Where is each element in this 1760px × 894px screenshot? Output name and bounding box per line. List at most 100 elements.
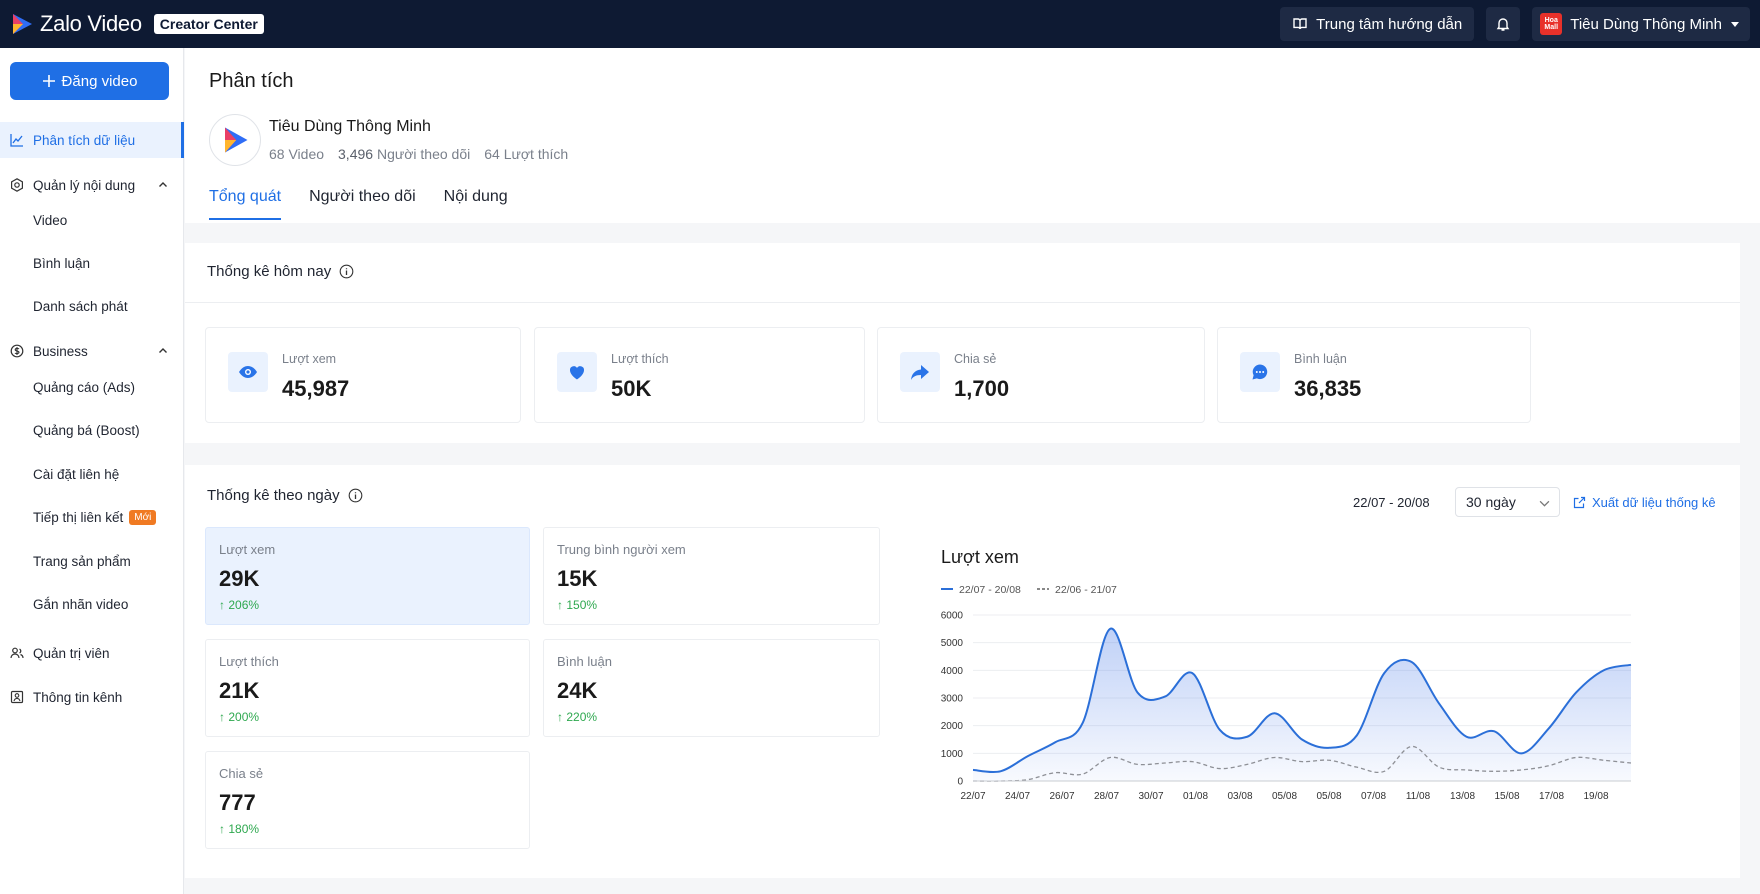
zalo-video-logo[interactable]: Zalo Video Creator Center bbox=[10, 11, 264, 37]
sidebar-sub-product-page[interactable]: Trang sản phẩm bbox=[33, 554, 131, 569]
user-avatar: Hoa Mall bbox=[1540, 13, 1563, 35]
x-tick-label: 05/08 bbox=[1272, 791, 1297, 802]
period-value: 30 ngày bbox=[1466, 494, 1516, 510]
metric-change-value: 200% bbox=[228, 710, 260, 724]
x-tick-label: 15/08 bbox=[1494, 791, 1519, 802]
metric-value: 24K bbox=[557, 678, 598, 703]
daily-stats-card: Thống kê theo ngày 22/07 - 20/08 30 ngày… bbox=[185, 465, 1740, 878]
sidebar-item-channel-info[interactable]: Thông tin kênh bbox=[0, 679, 184, 715]
x-tick-label: 24/07 bbox=[1005, 791, 1030, 802]
tab-followers[interactable]: Người theo dõi bbox=[309, 188, 416, 205]
sidebar-sub-playlists[interactable]: Danh sách phát bbox=[33, 299, 128, 314]
stat-likes: Lượt thích 50K bbox=[534, 327, 865, 423]
metric-card-views[interactable]: Lượt xem 29K ↑ 206% bbox=[205, 527, 530, 625]
x-tick-label: 03/08 bbox=[1227, 791, 1252, 802]
page-title: Phân tích bbox=[209, 70, 294, 92]
follower-count: 3,496 Người theo dõi bbox=[338, 146, 470, 162]
stat-label: Lượt xem bbox=[282, 352, 337, 366]
today-stats-card: Thống kê hôm nay Lượt xem 45,987 Lượt th… bbox=[185, 243, 1740, 443]
share-icon bbox=[911, 365, 929, 380]
metric-card-comments[interactable]: Bình luận 24K ↑ 220% bbox=[543, 639, 880, 737]
sidebar-item-business[interactable]: Business bbox=[0, 333, 184, 369]
metric-change-value: 220% bbox=[566, 710, 598, 724]
y-tick-label: 2000 bbox=[941, 721, 964, 732]
book-icon bbox=[1293, 18, 1307, 30]
metric-change-value: 180% bbox=[228, 822, 260, 836]
x-tick-label: 26/07 bbox=[1049, 791, 1074, 802]
notification-button[interactable] bbox=[1486, 7, 1521, 41]
period-select[interactable]: 30 ngày bbox=[1455, 487, 1560, 517]
main-content: Phân tích Tiêu Dùng Thông Minh 68 Video … bbox=[185, 48, 1760, 894]
chart-title: Lượt xem bbox=[941, 547, 1019, 567]
metric-card-likes[interactable]: Lượt thích 21K ↑ 200% bbox=[205, 639, 530, 737]
chevron-down-icon bbox=[1539, 500, 1550, 507]
metric-change: ↑ 220% bbox=[557, 710, 598, 724]
new-badge: Mới bbox=[129, 510, 157, 525]
help-center-button[interactable]: Trung tâm hướng dẫn bbox=[1280, 7, 1475, 41]
channel-name: Tiêu Dùng Thông Minh bbox=[269, 118, 431, 135]
user-menu-button[interactable]: Hoa Mall Tiêu Dùng Thông Minh bbox=[1532, 7, 1750, 41]
dollar-icon bbox=[10, 344, 24, 358]
y-tick-label: 6000 bbox=[941, 611, 964, 622]
metric-change: ↑ 206% bbox=[219, 598, 260, 612]
export-data-link[interactable]: Xuất dữ liệu thống kê bbox=[1573, 495, 1716, 510]
sidebar-sub-comments[interactable]: Bình luận bbox=[33, 256, 91, 271]
y-tick-label: 1000 bbox=[941, 749, 964, 760]
sidebar: Đăng video Phân tích dữ liệu Quản lý nội… bbox=[0, 48, 184, 894]
info-icon[interactable] bbox=[339, 264, 354, 279]
x-tick-label: 28/07 bbox=[1094, 791, 1119, 802]
metric-change: ↑ 150% bbox=[557, 598, 598, 612]
metric-change: ↑ 200% bbox=[219, 710, 260, 724]
metric-value: 777 bbox=[219, 790, 256, 815]
sidebar-item-admins[interactable]: Quản trị viên bbox=[0, 635, 184, 671]
follower-label: Người theo dõi bbox=[376, 146, 471, 162]
upload-video-button[interactable]: Đăng video bbox=[10, 62, 169, 100]
sidebar-sub-affiliate[interactable]: Tiếp thị liên kết Mới bbox=[33, 510, 157, 525]
stat-label: Lượt thích bbox=[611, 352, 669, 366]
tab-content[interactable]: Nội dung bbox=[443, 188, 508, 205]
sidebar-sub-contact-settings[interactable]: Cài đặt liên hệ bbox=[33, 467, 120, 482]
sidebar-sub-label: Tiếp thị liên kết bbox=[33, 510, 124, 525]
comment-icon bbox=[1252, 364, 1268, 380]
views-chart-svg: Lượt xem 22/07 - 20/08 22/06 - 21/07 0 1000 2… bbox=[941, 547, 1632, 802]
tab-bar: Tổng quát Người theo dõi Nội dung bbox=[209, 188, 508, 220]
stat-value: 45,987 bbox=[282, 376, 350, 401]
sidebar-sub-ads[interactable]: Quảng cáo (Ads) bbox=[33, 380, 136, 395]
metric-value: 21K bbox=[219, 678, 260, 703]
channel-avatar[interactable] bbox=[209, 114, 261, 166]
user-name: Tiêu Dùng Thông Minh bbox=[1570, 15, 1722, 33]
sidebar-item-analytics[interactable]: Phân tích dữ liệu bbox=[0, 122, 184, 158]
info-icon[interactable] bbox=[348, 488, 363, 503]
eye-icon bbox=[239, 366, 257, 378]
metric-card-avg-viewers[interactable]: Trung bình người xem 15K ↑ 150% bbox=[543, 527, 880, 625]
legend-label: 22/07 - 20/08 bbox=[959, 584, 1021, 596]
series-area bbox=[973, 628, 1631, 781]
sidebar-item-content[interactable]: Quản lý nội dung bbox=[0, 167, 184, 203]
legend-label: 22/06 - 21/07 bbox=[1055, 584, 1117, 596]
metric-card-shares[interactable]: Chia sẻ 777 ↑ 180% bbox=[205, 751, 530, 849]
date-range-text: 22/07 - 20/08 bbox=[1353, 495, 1430, 510]
x-tick-label: 22/07 bbox=[960, 791, 985, 802]
daily-stats-title: Thống kê theo ngày bbox=[207, 487, 363, 504]
page-header: Phân tích Tiêu Dùng Thông Minh 68 Video … bbox=[185, 48, 1760, 223]
sidebar-sub-video[interactable]: Video bbox=[33, 213, 68, 228]
stat-shares: Chia sẻ 1,700 bbox=[877, 327, 1205, 423]
stat-value: 36,835 bbox=[1294, 376, 1362, 401]
sidebar-sub-boost[interactable]: Quảng bá (Boost) bbox=[33, 423, 140, 438]
chevron-up-icon[interactable] bbox=[158, 180, 168, 190]
stat-label: Bình luận bbox=[1294, 352, 1347, 366]
today-stats-title: Thống kê hôm nay bbox=[207, 263, 354, 280]
sidebar-item-label: Thông tin kênh bbox=[33, 689, 123, 705]
metric-label: Trung bình người xem bbox=[557, 542, 686, 557]
daily-stats-label: Thống kê theo ngày bbox=[207, 487, 340, 504]
stat-comments: Bình luận 36,835 bbox=[1217, 327, 1531, 423]
tab-overview[interactable]: Tổng quát bbox=[209, 188, 282, 220]
sidebar-sub-video-tagging[interactable]: Gắn nhãn video bbox=[33, 597, 129, 612]
metric-change-value: 150% bbox=[566, 598, 598, 612]
today-stats-label: Thống kê hôm nay bbox=[207, 263, 332, 280]
x-tick-label: 05/08 bbox=[1316, 791, 1341, 802]
y-tick-label: 5000 bbox=[941, 638, 964, 649]
chevron-up-icon[interactable] bbox=[158, 346, 168, 356]
help-center-label: Trung tâm hướng dẫn bbox=[1316, 15, 1463, 33]
play-logo-icon bbox=[13, 14, 32, 34]
